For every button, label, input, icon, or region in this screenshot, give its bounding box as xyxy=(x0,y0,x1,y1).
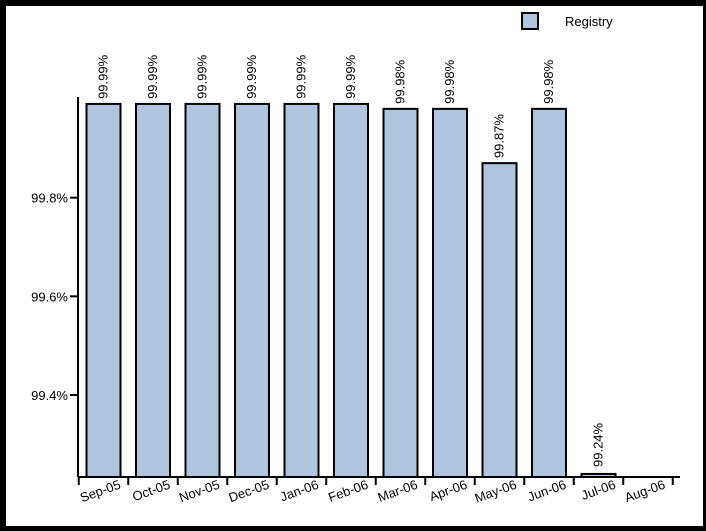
x-tick-label-dec-05: Dec-05 xyxy=(227,477,272,505)
bar-nov-05 xyxy=(184,102,221,479)
data-label-dec-05: 99.99% xyxy=(244,54,259,99)
data-label-jun-06: 99.98% xyxy=(541,59,556,104)
bar-mar-06 xyxy=(382,107,419,478)
bar-oct-05 xyxy=(135,102,171,479)
bar-apr-06 xyxy=(432,107,468,478)
data-label-feb-06: 99.99% xyxy=(343,54,358,99)
data-label-jan-06: 99.99% xyxy=(294,54,309,99)
bar-sep-05 xyxy=(85,102,122,479)
data-label-nov-05: 99.99% xyxy=(195,54,210,99)
x-tick-label-jan-06: Jan-06 xyxy=(278,477,320,505)
x-tick-label-jul-06: Jul-06 xyxy=(579,477,617,503)
x-tick-label-mar-06: Mar-06 xyxy=(376,477,420,505)
data-label-may-06: 99.87% xyxy=(492,114,507,159)
x-tick-label-apr-06: Apr-06 xyxy=(427,477,469,504)
bar-jun-06 xyxy=(531,107,567,478)
legend-label: Registry xyxy=(565,14,613,29)
data-label-apr-06: 99.98% xyxy=(442,59,457,104)
bars-layer xyxy=(85,102,617,479)
x-tick-label-aug-06: Aug-06 xyxy=(623,477,668,505)
bar-dec-05 xyxy=(234,102,270,479)
data-label-mar-06: 99.98% xyxy=(393,59,408,104)
data-label-oct-05: 99.99% xyxy=(145,54,160,99)
legend-swatch xyxy=(521,12,539,30)
y-tick-label: 99.4% xyxy=(31,388,68,403)
labels-layer: 99.99% 99.99% 99.99% 99.99% 99.99% 99.99% 99.9… xyxy=(96,54,606,467)
x-tick-label-jun-06: Jun-06 xyxy=(526,477,568,505)
x-tick-label-nov-05: Nov-05 xyxy=(177,477,222,505)
bar-jan-06 xyxy=(283,102,320,479)
x-tick-label-feb-06: Feb-06 xyxy=(326,477,370,505)
x-tick-label-may-06: May-06 xyxy=(473,477,519,506)
bar-feb-06 xyxy=(333,102,369,479)
x-tick-label-sep-05: Sep-05 xyxy=(78,477,123,505)
y-tick-label: 99.6% xyxy=(31,289,68,304)
data-label-jul-06: 99.24% xyxy=(591,422,606,467)
bar-may-06 xyxy=(481,162,518,478)
y-tick-label: 99.8% xyxy=(31,191,68,206)
data-label-sep-05: 99.99% xyxy=(96,54,111,99)
legend: Registry xyxy=(521,12,613,30)
x-tick-label-oct-05: Oct-05 xyxy=(130,477,172,504)
